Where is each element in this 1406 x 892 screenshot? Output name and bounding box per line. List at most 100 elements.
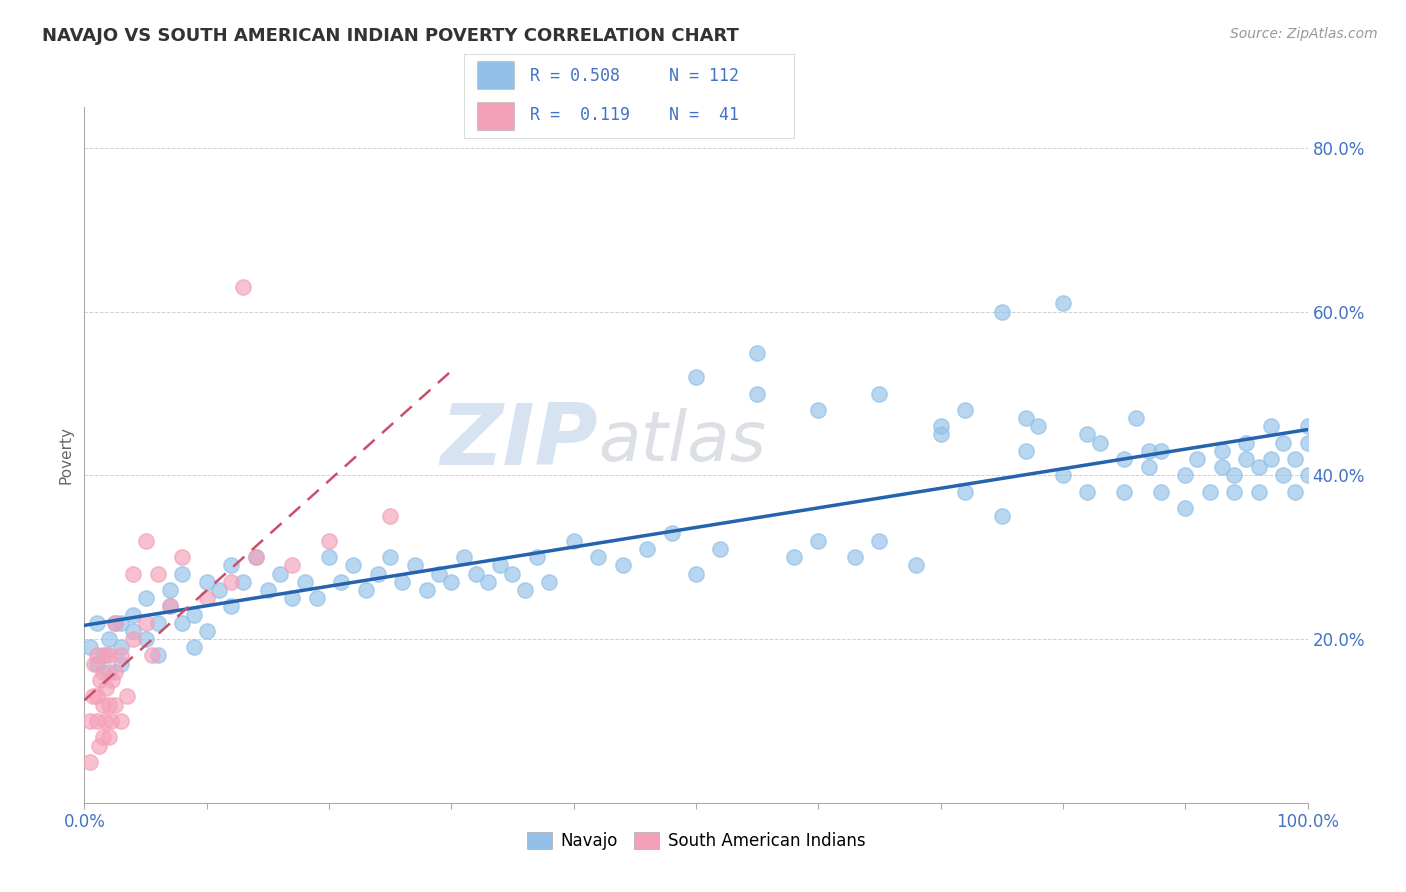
Point — [146, 648, 169, 663]
Text: Source: ZipAtlas.com: Source: ZipAtlas.com — [1230, 27, 1378, 41]
FancyBboxPatch shape — [477, 102, 513, 130]
Point — [489, 558, 512, 573]
Point — [513, 582, 536, 597]
Point — [87, 739, 110, 753]
Point — [82, 690, 104, 704]
Point — [100, 714, 122, 728]
Point — [97, 698, 120, 712]
Point — [404, 558, 426, 573]
Point — [526, 550, 548, 565]
Point — [380, 509, 402, 524]
Text: atlas: atlas — [598, 408, 766, 475]
Point — [367, 566, 389, 581]
Point — [79, 755, 101, 769]
Point — [86, 657, 108, 671]
Point — [1296, 468, 1319, 483]
Text: R = 0.508: R = 0.508 — [530, 68, 620, 86]
Point — [380, 550, 402, 565]
Point — [1137, 460, 1160, 475]
Point — [232, 280, 254, 294]
Point — [208, 582, 231, 597]
Point — [269, 566, 291, 581]
Point — [427, 566, 450, 581]
Point — [96, 648, 118, 663]
Point — [1150, 443, 1173, 458]
Point — [135, 615, 157, 630]
Point — [294, 574, 316, 589]
Point — [97, 731, 120, 745]
Point — [195, 574, 218, 589]
Point — [110, 714, 132, 728]
Point — [1284, 452, 1306, 467]
Point — [586, 550, 609, 565]
Point — [281, 591, 304, 606]
Point — [1198, 484, 1220, 499]
Point — [1052, 468, 1074, 483]
Point — [110, 657, 132, 671]
Point — [97, 665, 120, 679]
Point — [1015, 443, 1038, 458]
Point — [953, 484, 976, 499]
Point — [104, 698, 127, 712]
Point — [110, 615, 132, 630]
Point — [1114, 452, 1136, 467]
Point — [440, 574, 463, 589]
Point — [135, 591, 157, 606]
Point — [1114, 484, 1136, 499]
Point — [183, 607, 205, 622]
Point — [159, 599, 181, 614]
Point — [709, 542, 731, 557]
Point — [172, 566, 194, 581]
Point — [245, 550, 267, 565]
Point — [183, 640, 205, 655]
Point — [104, 615, 127, 630]
Point — [1150, 484, 1173, 499]
Point — [1260, 452, 1282, 467]
Point — [159, 599, 181, 614]
Point — [1296, 419, 1319, 434]
Point — [195, 591, 218, 606]
Point — [636, 542, 658, 557]
Point — [219, 574, 242, 589]
Text: R =  0.119: R = 0.119 — [530, 106, 630, 124]
Point — [869, 386, 891, 401]
Point — [991, 509, 1014, 524]
Point — [1260, 419, 1282, 434]
Point — [96, 681, 118, 696]
Point — [1076, 484, 1098, 499]
Point — [502, 566, 524, 581]
Text: N = 112: N = 112 — [669, 68, 738, 86]
Point — [929, 419, 952, 434]
Point — [318, 533, 340, 548]
Point — [1187, 452, 1209, 467]
Point — [1211, 460, 1233, 475]
Point — [91, 698, 114, 712]
Point — [104, 615, 127, 630]
Point — [342, 558, 364, 573]
Point — [1223, 468, 1246, 483]
Point — [1174, 501, 1197, 516]
Point — [101, 673, 124, 687]
Point — [929, 427, 952, 442]
Point — [391, 574, 413, 589]
Point — [135, 632, 157, 646]
Point — [83, 657, 105, 671]
Point — [86, 648, 108, 663]
Point — [1028, 419, 1050, 434]
Point — [1247, 460, 1270, 475]
Point — [869, 533, 891, 548]
Point — [783, 550, 806, 565]
Point — [91, 665, 114, 679]
Point — [464, 566, 486, 581]
Point — [97, 632, 120, 646]
Point — [905, 558, 928, 573]
Point — [612, 558, 634, 573]
Point — [110, 640, 132, 655]
Point — [1223, 484, 1246, 499]
Point — [89, 673, 111, 687]
Point — [453, 550, 475, 565]
Point — [953, 403, 976, 417]
Point — [1236, 452, 1258, 467]
Point — [195, 624, 218, 638]
Point — [110, 648, 132, 663]
